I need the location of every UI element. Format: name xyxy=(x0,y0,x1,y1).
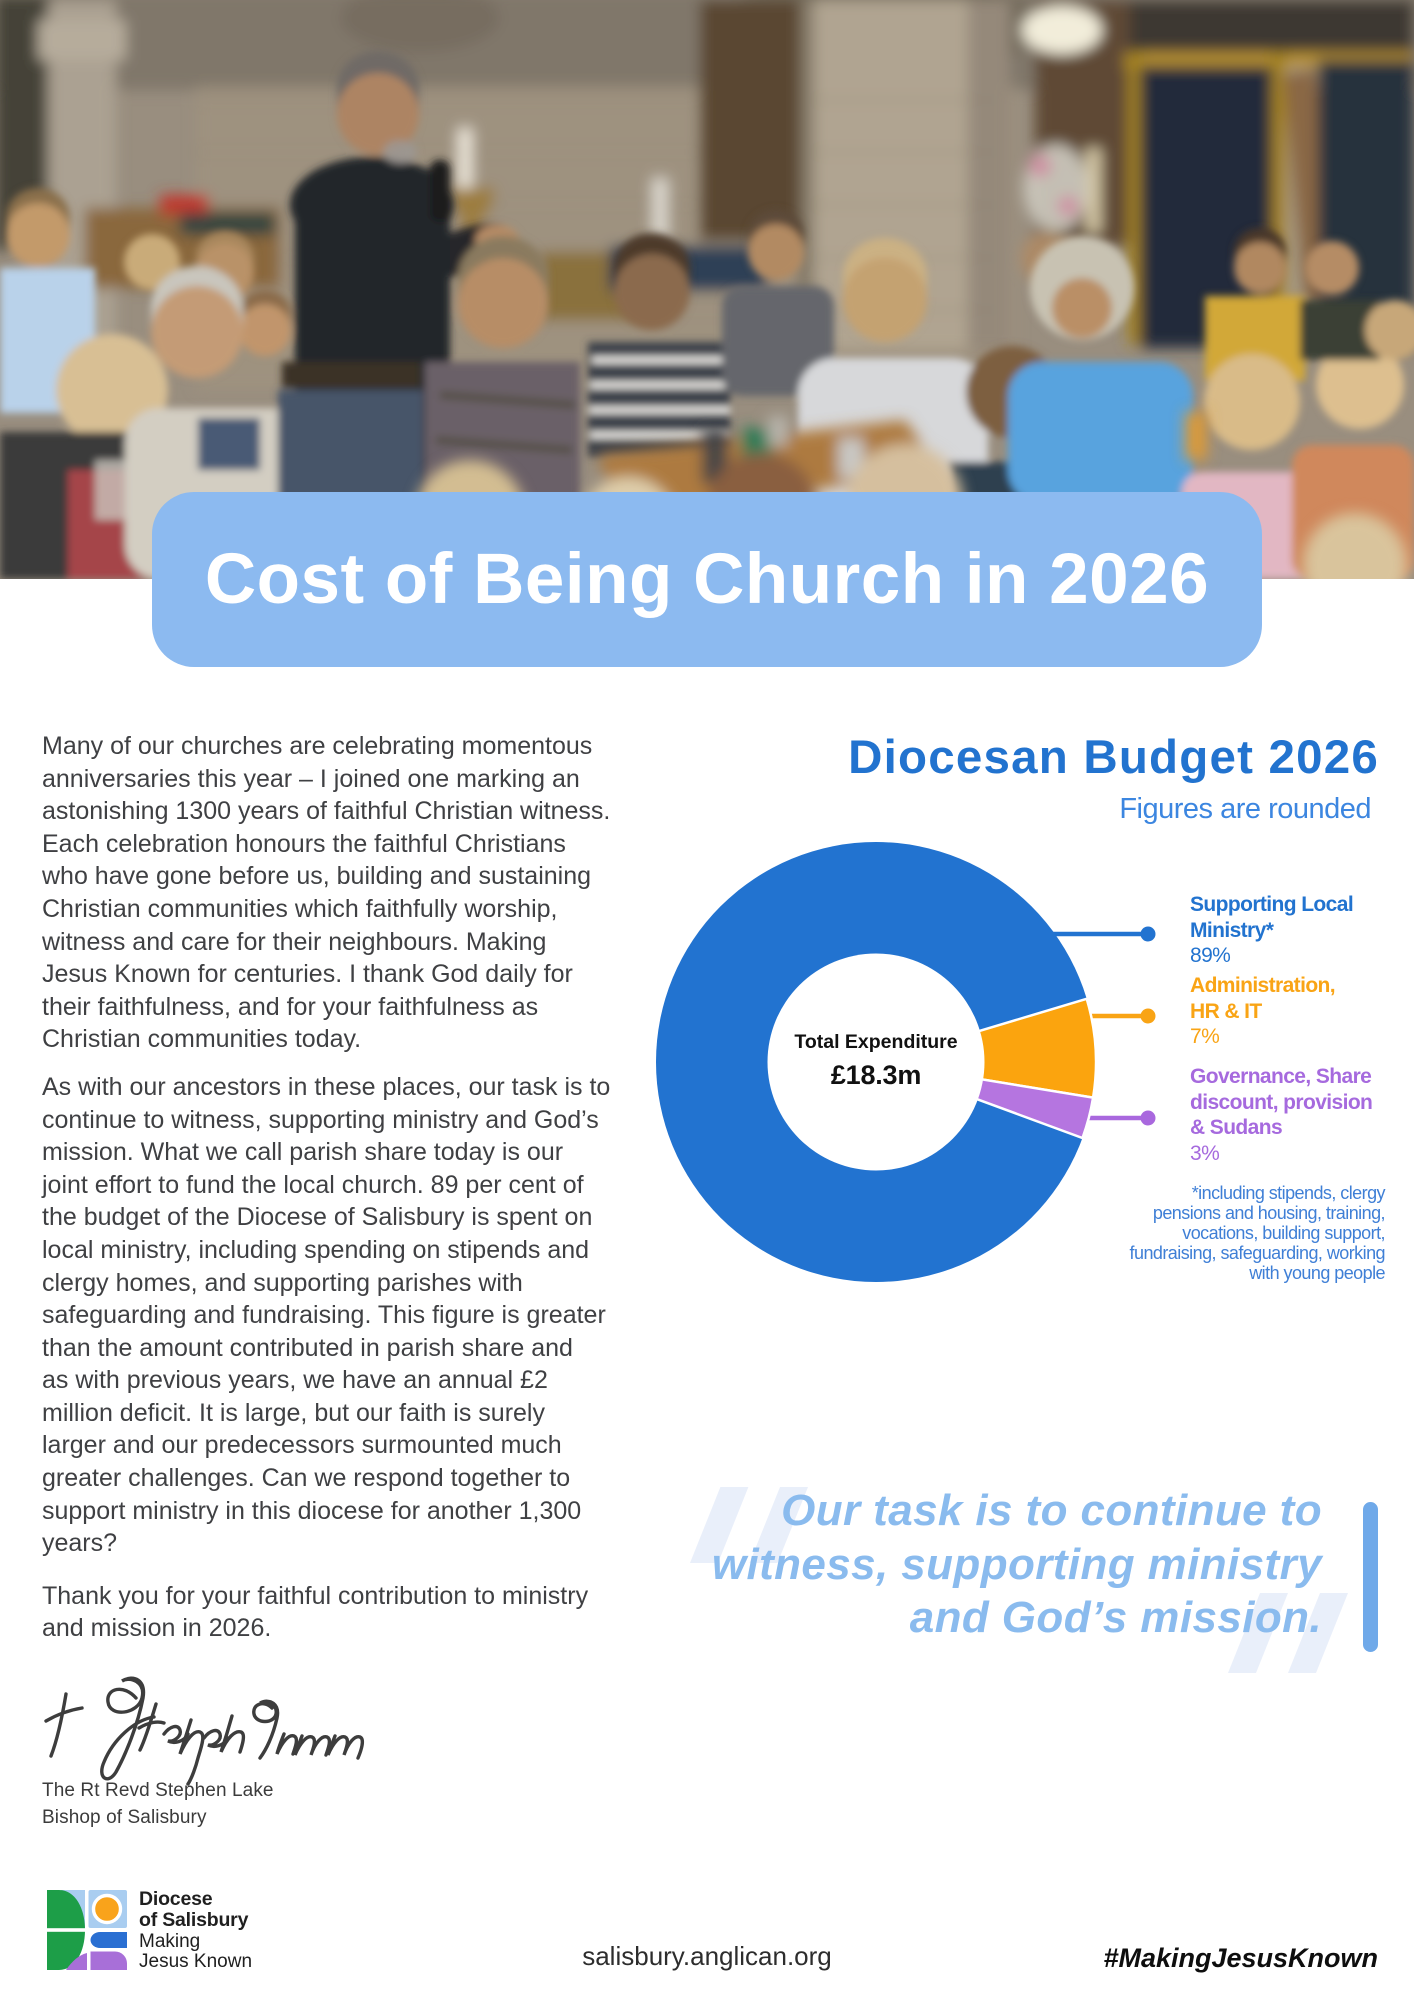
svg-text:Total Expenditure: Total Expenditure xyxy=(794,1031,957,1053)
svg-text:£18.3m: £18.3m xyxy=(831,1060,921,1090)
